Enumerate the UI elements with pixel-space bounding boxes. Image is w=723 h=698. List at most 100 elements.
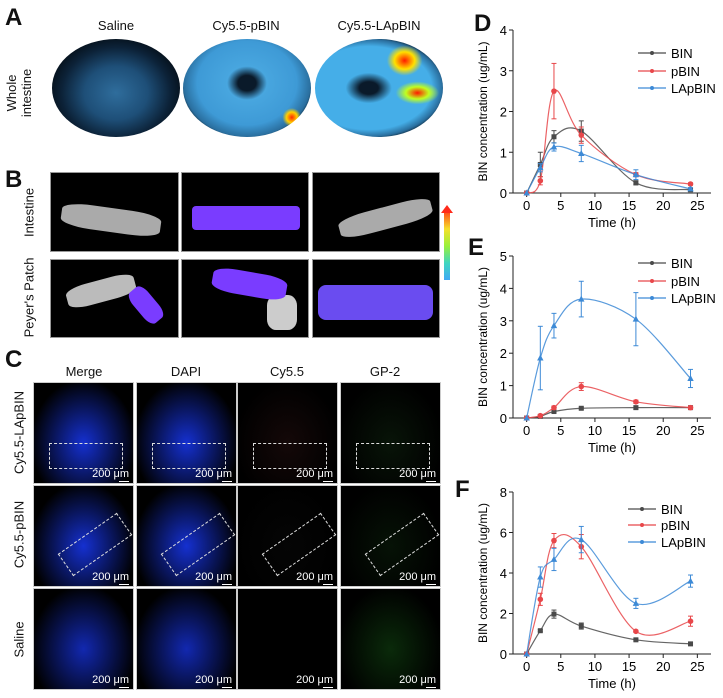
micrograph-cy55-pbin-merge: 200 μm [33, 485, 134, 587]
chart-f-x-axis-label: Time (h) [588, 676, 636, 691]
chart-d-point-bin [551, 134, 557, 140]
chart-f-x-tick-label: 10 [588, 659, 602, 674]
chart-d-x-tick-label: 0 [523, 198, 530, 213]
intestine-image-saline [50, 172, 179, 252]
arrow-up-icon [441, 205, 453, 213]
micrograph-cy55-pbin-cy55: 200 μm [237, 485, 338, 587]
chart-f-y-tick-label: 2 [500, 607, 507, 622]
chart-e-y-tick-label: 1 [500, 379, 507, 394]
chart-f-x-tick-label: 0 [523, 659, 530, 674]
chart-f-x-tick-label: 5 [557, 659, 564, 674]
chart-d-y-tick-label: 1 [500, 145, 507, 160]
scale-bar-label: 200 μm [92, 571, 129, 585]
scale-bar-label: 200 μm [399, 468, 436, 482]
column-title-cy55: Cy5.5 [270, 364, 304, 379]
chart-e-x-axis-label: Time (h) [588, 440, 636, 455]
chart-d-x-axis-label: Time (h) [588, 215, 636, 230]
chart-e-legend-marker [650, 296, 654, 300]
whole-intestine-image-cy55-lapbin [315, 39, 443, 137]
chart-f-legend-label-pbin: pBIN [661, 518, 690, 533]
chart-d-legend-label-pbin: pBIN [671, 64, 700, 79]
chart-f-legend-marker [640, 540, 644, 544]
chart-f-y-tick-label: 0 [500, 647, 507, 662]
chart-d-x-tick-label: 25 [690, 198, 704, 213]
chart-e-legend-marker [650, 279, 654, 283]
scale-bar-label: 200 μm [296, 674, 333, 688]
region-of-interest-box [49, 443, 123, 469]
chart-d-legend-marker [650, 51, 654, 55]
chart-d-legend-label-lapbin: LApBIN [671, 81, 716, 96]
chart-f-x-tick-label: 25 [690, 659, 704, 674]
chart-d-legend-marker [650, 86, 654, 90]
region-of-interest-box [253, 443, 327, 469]
chart-e-legend-label-bin: BIN [671, 256, 693, 271]
chart-e-y-axis-label: BIN concentration (ug/mL) [476, 267, 490, 407]
chart-d-point-pbin [687, 181, 694, 187]
chart-e-point-pbin [687, 404, 694, 411]
micrograph-cy55-lapbin-dapi: 200 μm [136, 382, 237, 484]
intensity-colorbar [444, 212, 450, 280]
chart-f-y-tick-label: 6 [500, 526, 507, 541]
whole-intestine-image-saline [52, 39, 180, 137]
chart-d-x-tick-label: 10 [588, 198, 602, 213]
chart-d-legend-label-bin: BIN [671, 46, 693, 61]
chart-e-point-lapbin [578, 295, 585, 302]
whole-intestine-image-cy55-pbin [183, 39, 311, 137]
chart-f-point-bin [551, 611, 557, 617]
chart-e-legend-marker [650, 261, 654, 265]
scale-bar-label: 200 μm [296, 468, 333, 482]
column-title-saline: Saline [97, 18, 135, 33]
column-title-dapi: DAPI [170, 364, 202, 379]
chart-f-y-axis-label: BIN concentration (ug/mL) [476, 503, 490, 643]
chart-d-point-pbin [551, 88, 557, 94]
chart-e-point-lapbin [550, 322, 558, 329]
chart-e-point-pbin [578, 383, 585, 390]
scale-bar-label: 200 μm [296, 571, 333, 585]
chart-f-point-lapbin [578, 536, 585, 543]
chart-d-point-lapbin [550, 143, 558, 150]
micrograph-cy55-pbin-dapi: 200 μm [136, 485, 237, 587]
chart-f-legend-marker [640, 523, 644, 527]
chart-e-x-tick-label: 15 [622, 423, 636, 438]
panel-label-c: C [5, 346, 23, 373]
chart-e-x-tick-label: 20 [656, 423, 670, 438]
chart-d-y-tick-label: 0 [500, 186, 507, 201]
chart-f-point-bin [578, 623, 584, 629]
column-title-cy55-pbin: Cy5.5-pBIN [212, 18, 280, 33]
chart-d-y-tick-label: 4 [500, 23, 507, 38]
chart-d-line-lapbin [526, 145, 691, 194]
peyers-patch-image-saline [50, 259, 179, 338]
chart-d-point-lapbin [632, 171, 640, 178]
panel-label-f: F [455, 476, 470, 503]
chart-f-x-tick-label: 15 [622, 659, 636, 674]
chart-e-y-tick-label: 0 [500, 411, 507, 426]
micrograph-saline-gp2: 200 μm [340, 588, 441, 690]
panel-label-e: E [468, 234, 485, 261]
column-title-gp2: GP-2 [369, 364, 401, 379]
chart-e-y-tick-label: 4 [500, 281, 507, 296]
scale-bar-label: 200 μm [92, 674, 129, 688]
chart-f-point-bin [688, 641, 694, 647]
chart-d-x-tick-label: 20 [656, 198, 670, 213]
chart-e-line-lapbin [526, 298, 691, 419]
chart-f-point-pbin [551, 537, 557, 544]
chart-f-point-lapbin [687, 577, 694, 584]
chart-f-line-lapbin [526, 537, 691, 655]
chart-f-point-lapbin [523, 650, 530, 657]
chart-d-point-lapbin [537, 164, 544, 171]
scale-bar-label: 200 μm [195, 571, 232, 585]
chart-e-point-bin [551, 409, 557, 415]
chart-f-point-lapbin [550, 555, 558, 562]
chart-d-y-tick-label: 3 [500, 64, 507, 79]
chart-d-point-bin [633, 180, 639, 186]
chart-d-x-tick-label: 5 [557, 198, 564, 213]
chart-e-x-tick-label: 5 [557, 423, 564, 438]
chart-e-y-tick-label: 2 [500, 346, 507, 361]
chart-e-x-tick-label: 0 [523, 423, 530, 438]
chart-d-line-pbin [526, 89, 691, 194]
scale-bar-label: 200 μm [399, 571, 436, 585]
micrograph-saline-merge: 200 μm [33, 588, 134, 690]
column-title-cy55-lapbin: Cy5.5-LApBIN [337, 18, 421, 33]
micrograph-cy55-pbin-gp2: 200 μm [340, 485, 441, 587]
chart-e-point-pbin [633, 399, 639, 405]
